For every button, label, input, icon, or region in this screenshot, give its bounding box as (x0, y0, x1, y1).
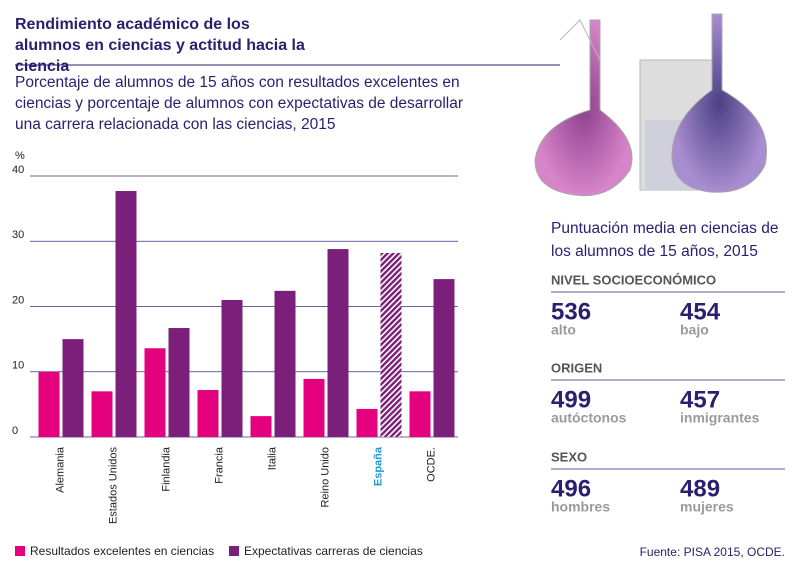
bar (197, 390, 219, 437)
x-tick-label: Italia (266, 446, 278, 470)
y-tick-label: 10 (12, 360, 24, 372)
stat-label: mujeres (680, 499, 734, 515)
section-heading: NIVEL SOCIOECONÓMICO (551, 272, 716, 287)
bar (433, 279, 455, 437)
y-tick-label: 30 (12, 229, 24, 241)
chart-title: Rendimiento académico de los alumnos en … (15, 16, 305, 75)
legend-swatch (229, 546, 239, 556)
stat-value: 496 (551, 475, 591, 502)
x-tick-label: Reino Unido (319, 447, 331, 508)
source: Fuente: PISA 2015, OCDE. (640, 545, 785, 559)
bar (303, 378, 325, 437)
section-heading: ORIGEN (551, 360, 602, 375)
stat-value: 489 (680, 475, 720, 502)
stat-label: bajo (680, 322, 709, 338)
bar (409, 391, 431, 437)
flask-illustration (534, 13, 768, 197)
bar (380, 252, 402, 437)
bar (115, 191, 137, 437)
legend-label: Expectativas carreras de ciencias (244, 544, 423, 558)
x-tick-label: Alemania (54, 446, 66, 493)
legend-swatch (15, 546, 25, 556)
section-heading: SEXO (551, 449, 587, 464)
bar (250, 416, 272, 437)
stat-value: 499 (551, 386, 591, 413)
bar (327, 249, 349, 437)
bar (221, 299, 243, 437)
x-tick-label: Estados Unidos (107, 447, 119, 525)
bar (356, 408, 378, 437)
stat-label: inmigrantes (680, 410, 760, 426)
bar (62, 339, 84, 437)
bar (168, 328, 190, 437)
stat-value: 536 (551, 298, 591, 325)
y-tick-label: 20 (12, 294, 24, 306)
stat-label: hombres (551, 499, 610, 515)
bar (91, 391, 113, 437)
y-tick-label: 0 (12, 425, 18, 437)
y-tick-label: 40 (12, 164, 24, 176)
x-tick-label: Francia (213, 446, 225, 484)
x-tick-label: OCDE. (425, 447, 437, 482)
x-tick-label: Finlandia (160, 446, 172, 492)
stat-label: alto (551, 322, 576, 338)
bar (38, 371, 60, 437)
stat-value: 457 (680, 386, 720, 413)
bar (274, 290, 296, 437)
legend-label: Resultados excelentes en ciencias (30, 544, 214, 558)
x-tick-label: España (372, 446, 384, 486)
chart-subtitle: Porcentaje de alumnos de 15 años con res… (15, 74, 464, 133)
stat-value: 454 (680, 298, 721, 325)
stat-label: autóctonos (551, 410, 627, 426)
panel-title: Puntuación media en ciencias de los alum… (551, 220, 779, 260)
bar (144, 348, 166, 437)
y-axis-label: % (15, 150, 25, 162)
